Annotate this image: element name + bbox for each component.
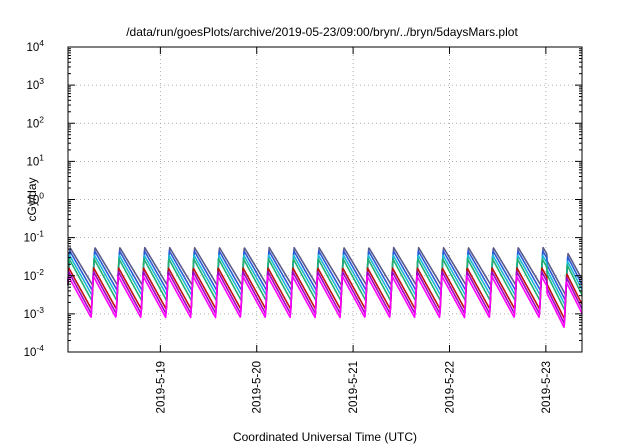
y-tick-label: 104 — [26, 38, 44, 54]
y-tick-label: 101 — [26, 152, 44, 168]
x-tick-label: 2019-5-20 — [252, 361, 264, 413]
x-tick-label: 2019-5-23 — [541, 361, 553, 413]
chart-title: /data/run/goesPlots/archive/2019-05-23/0… — [126, 25, 518, 39]
series-line — [67, 250, 583, 302]
y-tick-label: 10-1 — [24, 229, 45, 245]
series-group — [67, 246, 583, 328]
y-tick-label: 102 — [26, 114, 44, 130]
y-tick-label: 10-3 — [24, 305, 45, 321]
series-line — [67, 267, 583, 321]
y-axis-label: cGy/day — [25, 177, 39, 221]
grid — [68, 47, 582, 352]
y-axis: 10-4 10-3 10-2 10-1 100 101 102 103 104 — [24, 38, 582, 359]
x-tick-label: 2019-5-21 — [348, 361, 360, 413]
series-line — [67, 246, 583, 297]
y-tick-label: 10-4 — [24, 343, 45, 359]
series-line — [67, 257, 583, 311]
series-line — [67, 274, 583, 328]
x-axis: 2019-5-19 2019-5-20 2019-5-21 2019-5-22 2019… — [155, 47, 553, 413]
x-tick-label: 2019-5-22 — [444, 361, 456, 413]
y-tick-label: 100 — [26, 191, 44, 207]
series-line — [67, 270, 583, 325]
y-tick-label: 103 — [26, 76, 44, 92]
x-tick-label: 2019-5-19 — [155, 361, 167, 413]
y-tick-label: 10-2 — [24, 267, 45, 283]
x-axis-label: Coordinated Universal Time (UTC) — [233, 430, 417, 444]
series-line — [67, 254, 583, 306]
